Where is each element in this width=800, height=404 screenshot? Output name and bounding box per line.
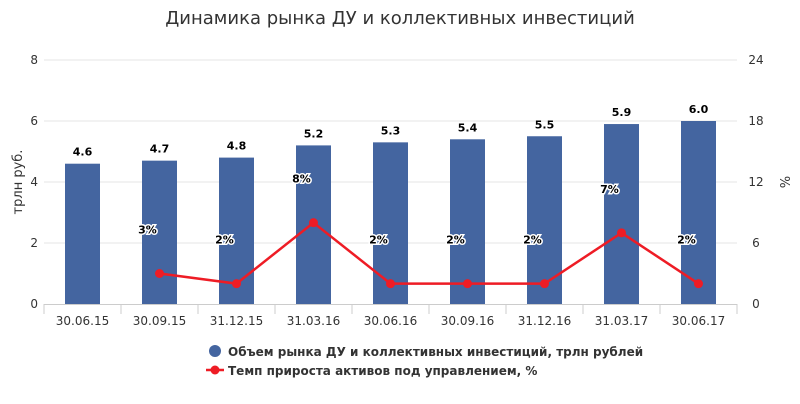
y-left-tick-label: 4: [30, 175, 38, 189]
bar-data-label: 4.8: [227, 140, 247, 153]
bar-data-label: 5.2: [304, 127, 324, 140]
x-tick-label: 31.12.16: [518, 314, 571, 328]
x-tick-label: 31.12.15: [210, 314, 263, 328]
line-data-label: 2%: [446, 234, 465, 247]
x-tick-label: 30.06.17: [672, 314, 725, 328]
y-right-tick-label: 12: [748, 175, 763, 189]
x-tick-label: 31.03.16: [287, 314, 340, 328]
line-data-label: 2%: [369, 234, 388, 247]
bar: [681, 121, 716, 304]
y-right-axis-title: %: [776, 176, 791, 188]
bar-data-label: 5.3: [381, 124, 401, 137]
bar-data-label: 5.4: [458, 121, 478, 134]
legend-marker-bars: [209, 345, 221, 357]
y-left-tick-label: 6: [30, 114, 38, 128]
legend-label-growth: Темп прироста активов под управлением, %: [228, 364, 537, 378]
y-left-tick-label: 0: [30, 297, 38, 311]
bar: [65, 163, 100, 304]
x-tick-label: 30.09.15: [133, 314, 186, 328]
x-tick-label: 31.03.17: [595, 314, 648, 328]
bar: [373, 142, 408, 304]
growth-rate-point: [386, 279, 395, 289]
line-data-label: 2%: [677, 234, 696, 247]
y-left-tick-label: 2: [30, 236, 38, 250]
x-tick-label: 30.06.16: [364, 314, 417, 328]
y-left-axis-title: трлн руб.: [11, 150, 26, 215]
y-left-tick-label: 8: [30, 53, 38, 67]
bar: [604, 124, 639, 304]
y-right-tick-label: 18: [748, 114, 763, 128]
growth-rate-point: [694, 279, 703, 289]
y-right-tick-label: 24: [748, 53, 763, 67]
bar-data-label: 5.5: [535, 118, 555, 131]
bar-data-label: 5.9: [612, 106, 632, 119]
growth-rate-point: [309, 218, 318, 228]
line-data-label: 7%: [600, 183, 619, 196]
y-right-tick-label: 0: [752, 297, 760, 311]
bar: [142, 160, 177, 304]
bar: [450, 139, 485, 304]
growth-rate-point: [155, 269, 164, 278]
line-data-label: 8%: [292, 173, 311, 186]
growth-rate-point: [540, 279, 549, 289]
growth-rate-point: [617, 228, 626, 238]
legend-label-bars: Объем рынка ДУ и коллективных инвестиций…: [228, 345, 643, 359]
growth-rate-point: [463, 279, 472, 289]
bar-data-label: 4.7: [150, 143, 170, 156]
bar: [527, 136, 562, 304]
y-right-tick-label: 6: [752, 236, 760, 250]
line-data-label: 3%: [138, 224, 157, 237]
legend-marker-growth: [210, 365, 220, 375]
line-data-label: 2%: [523, 234, 542, 247]
x-tick-label: 30.09.16: [441, 314, 494, 328]
growth-rate-line: [159, 221, 700, 285]
x-tick-label: 30.06.15: [56, 314, 109, 328]
growth-rate-point: [232, 279, 241, 289]
bar-data-label: 4.6: [73, 146, 93, 159]
chart-title: Динамика рынка ДУ и коллективных инвести…: [165, 8, 635, 29]
line-data-label: 2%: [215, 234, 234, 247]
bar-data-label: 6.0: [689, 103, 709, 116]
